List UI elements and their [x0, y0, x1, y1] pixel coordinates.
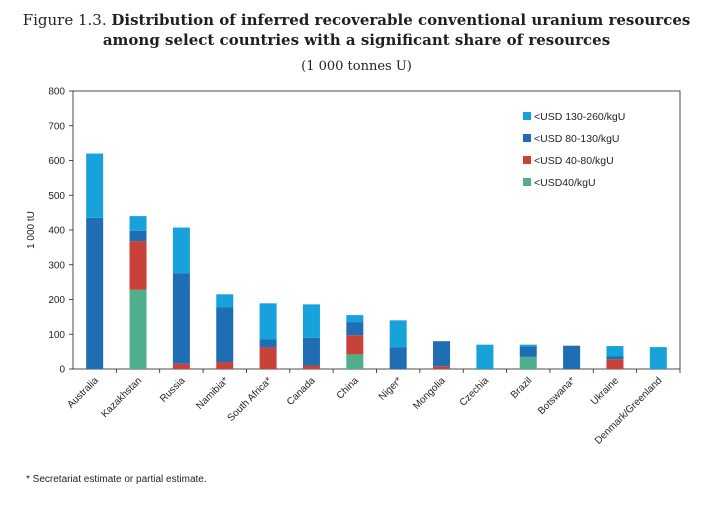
x-category-label: Russia	[158, 375, 188, 405]
x-category-label: China	[335, 375, 362, 402]
y-tick-label: 200	[48, 295, 65, 306]
bar-segment	[389, 320, 407, 348]
y-tick-label: 400	[48, 226, 65, 237]
bar-segment	[216, 362, 234, 369]
legend-swatch	[523, 178, 531, 186]
legend-label: <USD 130-260/kgU	[534, 111, 625, 123]
y-axis-label: 1 000 tU	[26, 211, 37, 249]
x-category-label: Canada	[285, 375, 318, 408]
bar-segment	[259, 347, 277, 369]
legend-label: <USD40/kgU	[534, 177, 596, 189]
bar-segment	[433, 341, 451, 367]
bar-segment	[129, 216, 147, 231]
x-category-label: Mongolia	[411, 375, 448, 412]
bar-segment	[346, 322, 364, 336]
bar-segment	[606, 356, 624, 360]
bar-segment	[216, 294, 234, 308]
bar-segment	[216, 307, 234, 363]
bar-segment	[649, 347, 667, 369]
chart-title: Figure 1.3. Distribution of inferred rec…	[0, 10, 713, 50]
x-category-label: South Africa*	[226, 375, 275, 424]
bar-segment	[302, 365, 320, 369]
bar-segment	[433, 366, 451, 369]
x-category-label: Niger*	[377, 375, 405, 403]
bar-segment	[86, 217, 104, 369]
y-tick-label: 700	[48, 121, 65, 132]
chart-subtitle: (1 000 tonnes U)	[301, 59, 412, 74]
bar-segment	[259, 303, 277, 340]
legend-label: <USD 40-80/kgU	[534, 155, 614, 167]
bar-segment	[606, 359, 624, 369]
bar-segment	[129, 230, 147, 242]
bar-segment	[346, 335, 364, 355]
legend-label: <USD 80-130/kgU	[534, 133, 620, 145]
bar-segment	[519, 346, 537, 357]
y-tick-label: 800	[48, 87, 65, 98]
legend: <USD 130-260/kgU <USD 80-130/kgU <USD 40-8…	[523, 111, 625, 189]
x-category-label: Czechia	[458, 375, 492, 409]
x-category-label: Namibia*	[194, 375, 231, 412]
figure-label: Figure 1.3.	[22, 11, 107, 29]
legend-swatch	[523, 112, 531, 120]
x-category-label: Kazakhstan	[99, 375, 144, 420]
bar-segment	[259, 339, 277, 348]
x-category-label: Australia	[66, 375, 102, 411]
bar-segment	[563, 345, 581, 369]
title-line-2: among select countries with a significan…	[102, 31, 611, 49]
y-tick-label: 300	[48, 260, 65, 271]
bar-segment	[302, 304, 320, 338]
x-category-label: Botswana*	[536, 375, 578, 417]
title-line-1: Distribution of inferred recoverable con…	[111, 11, 691, 29]
bar-segment	[86, 153, 104, 218]
y-tick-label: 600	[48, 156, 65, 167]
bar-segment	[389, 347, 407, 369]
bar-segment	[172, 227, 190, 274]
bar-segment	[172, 273, 190, 364]
legend-swatch	[523, 134, 531, 142]
legend-swatch	[523, 156, 531, 164]
y-tick-label: 100	[48, 330, 65, 341]
bar-segment	[519, 344, 537, 347]
bars	[86, 153, 667, 369]
bar-segment	[346, 354, 364, 369]
bar-segment	[476, 344, 494, 369]
footnote: * Secretariat estimate or partial estima…	[26, 474, 207, 485]
bar-segment	[606, 346, 624, 357]
y-tick-label: 0	[59, 365, 65, 376]
bar-segment	[302, 337, 320, 366]
y-tick-label: 500	[48, 191, 65, 202]
bar-segment	[129, 241, 147, 290]
axes: 0 100 200 300 400 500 600 700 800	[48, 87, 681, 376]
bar-segment	[129, 289, 147, 369]
bar-segment	[519, 356, 537, 369]
bar-segment	[172, 363, 190, 369]
bar-segment	[346, 315, 364, 323]
x-category-label: Ukraine	[589, 375, 621, 407]
x-category-label: Brazil	[509, 375, 534, 400]
